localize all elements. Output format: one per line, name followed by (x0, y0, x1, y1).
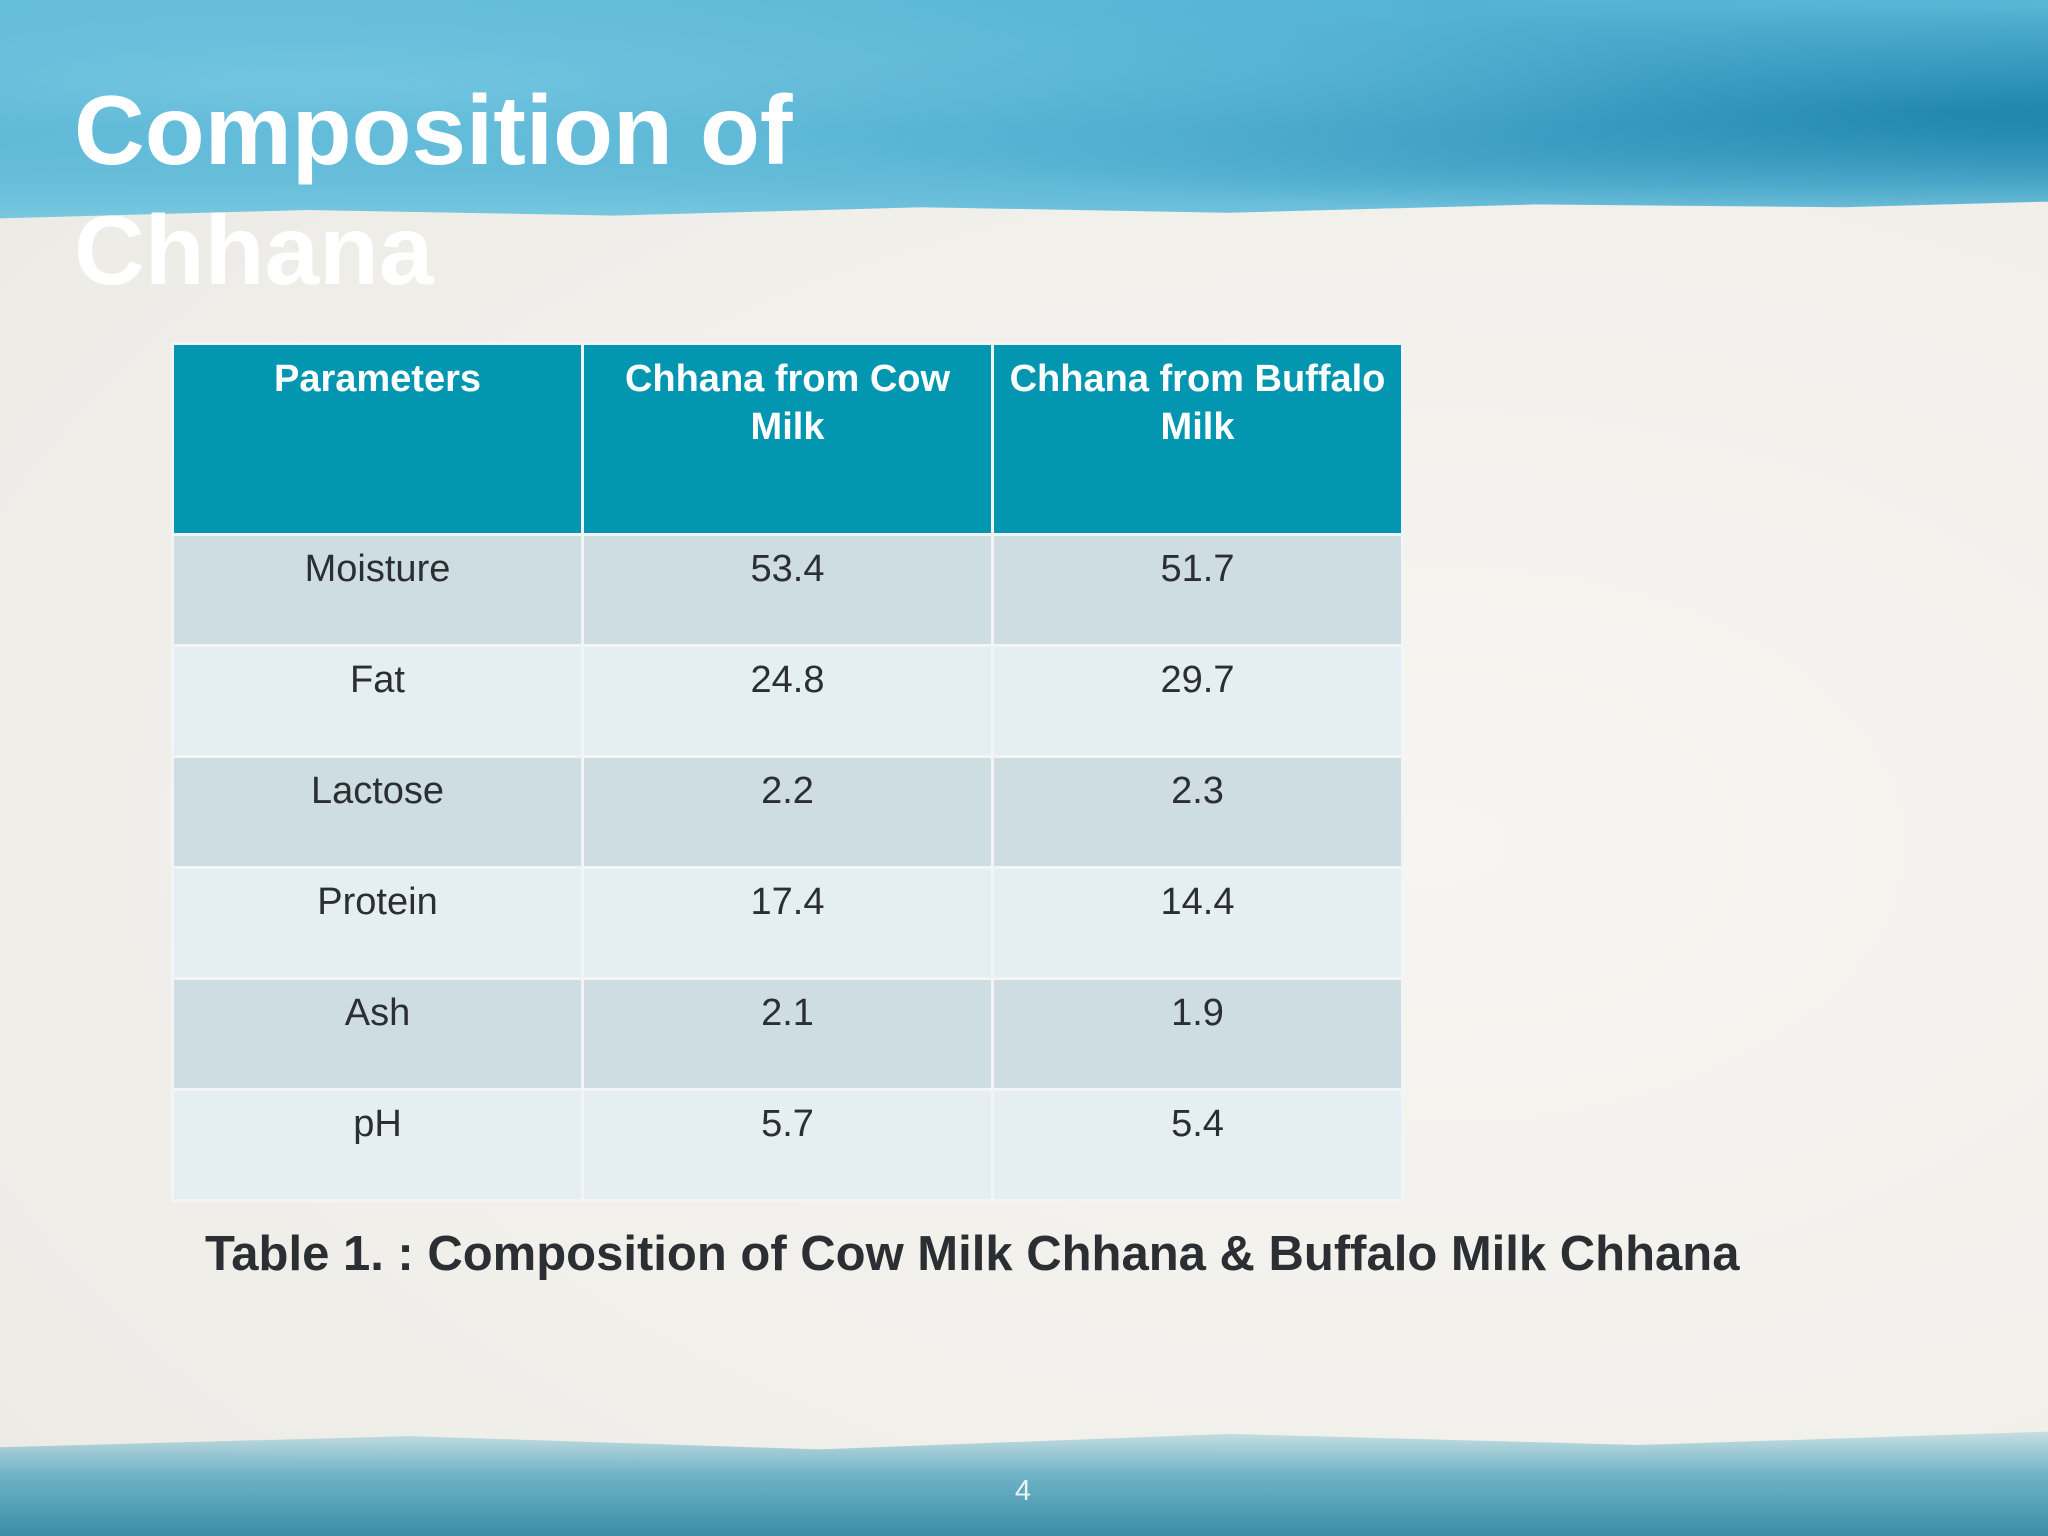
value-cell: 24.8 (581, 644, 994, 758)
header-band (0, 0, 2048, 219)
table-head: Parameters Chhana from Cow Milk Chhana fro… (171, 342, 1404, 536)
table-row: Protein 17.4 14.4 (171, 866, 1404, 980)
value-cell: 5.4 (991, 1088, 1404, 1202)
value-cell: 2.3 (991, 755, 1404, 869)
table-body: Moisture 53.4 51.7 Fat 24.8 29.7 Lactose 2.2 2.3… (171, 533, 1404, 1202)
table-row: pH 5.7 5.4 (171, 1088, 1404, 1202)
parameter-cell: pH (171, 1088, 584, 1202)
value-cell: 2.2 (581, 755, 994, 869)
table-row: Ash 2.1 1.9 (171, 977, 1404, 1091)
value-cell: 53.4 (581, 533, 994, 647)
header-cell: Parameters (171, 342, 584, 536)
value-cell: 29.7 (991, 644, 1404, 758)
page-number: 4 (1014, 1475, 1032, 1507)
value-cell: 5.7 (581, 1088, 994, 1202)
parameter-cell: Fat (171, 644, 584, 758)
header-cell: Chhana from Buffalo Milk (991, 342, 1404, 536)
parameter-cell: Moisture (171, 533, 584, 647)
table-row: Moisture 53.4 51.7 (171, 533, 1404, 647)
value-cell: 51.7 (991, 533, 1404, 647)
footer-band (0, 1431, 2048, 1536)
value-cell: 1.9 (991, 977, 1404, 1091)
table-caption: Table 1. : Composition of Cow Milk Chhan… (205, 1227, 1740, 1281)
header-row: Parameters Chhana from Cow Milk Chhana fro… (171, 342, 1404, 536)
value-cell: 17.4 (581, 866, 994, 980)
slide-title: Composition of Chhana (74, 75, 793, 305)
composition-table: Parameters Chhana from Cow Milk Chhana fro… (171, 342, 1404, 1202)
parameter-cell: Ash (171, 977, 584, 1091)
header-cell: Chhana from Cow Milk (581, 342, 994, 536)
value-cell: 2.1 (581, 977, 994, 1091)
value-cell: 14.4 (991, 866, 1404, 980)
parameter-cell: Lactose (171, 755, 584, 869)
parameter-cell: Protein (171, 866, 584, 980)
table-row: Fat 24.8 29.7 (171, 644, 1404, 758)
table-row: Lactose 2.2 2.3 (171, 755, 1404, 869)
